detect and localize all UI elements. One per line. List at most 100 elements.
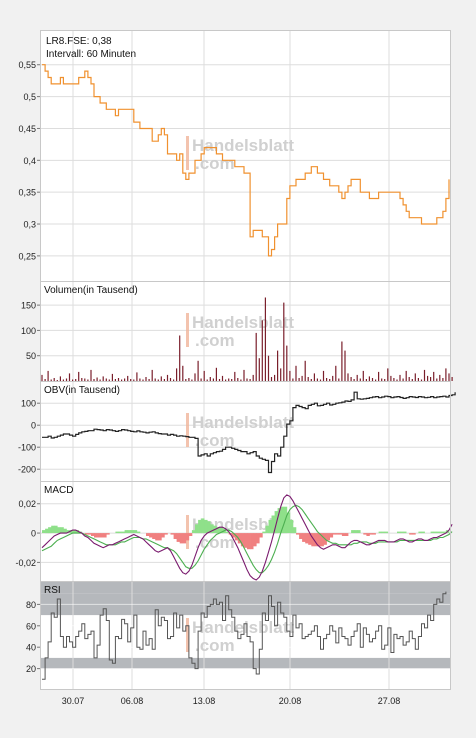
- watermark-bar: [186, 618, 189, 652]
- volume-bar: [350, 377, 352, 381]
- rsi-title: RSI: [44, 585, 61, 596]
- volume-bar: [414, 373, 416, 381]
- volume-bar: [430, 377, 432, 381]
- watermark-text: Handelsblatt: [192, 413, 294, 432]
- volume-bar: [173, 379, 175, 381]
- rsi-y-tick-label: 80: [26, 600, 36, 610]
- volume-bar: [203, 370, 205, 381]
- watermark-text: Handelsblatt: [192, 313, 294, 332]
- macd-hist-negative: [237, 533, 242, 544]
- volume-bar: [445, 368, 447, 381]
- macd-hist-negative: [244, 533, 248, 548]
- volume-bar: [451, 377, 453, 381]
- macd-hist-positive: [45, 528, 49, 534]
- obv-panel: [40, 381, 451, 481]
- macd-panel: [40, 481, 451, 581]
- volume-bar: [359, 378, 361, 381]
- volume-bar: [72, 379, 74, 381]
- x-tick-label: 30.07: [62, 696, 85, 706]
- volume-bar: [283, 302, 285, 381]
- volume-bar: [228, 378, 230, 381]
- watermark-text: .com: [195, 331, 235, 350]
- volume-title: Volumen(in Tausend): [44, 285, 138, 296]
- obv-series-line: [42, 391, 456, 474]
- volume-bar: [53, 378, 55, 381]
- rsi-y-tick-label: 20: [26, 664, 36, 674]
- macd-hist-negative: [296, 533, 300, 535]
- volume-bar: [249, 379, 251, 381]
- macd-hist-positive: [136, 531, 141, 534]
- watermark-text: .com: [195, 636, 235, 655]
- macd-hist-positive: [418, 531, 422, 534]
- rsi-series-line: [42, 591, 447, 680]
- macd-hist-positive: [397, 531, 401, 534]
- macd-hist-negative: [253, 533, 257, 547]
- x-tick-label: 27.08: [378, 696, 401, 706]
- macd-hist-positive: [439, 531, 444, 534]
- macd-hist-negative: [409, 533, 413, 535]
- volume-bar: [179, 335, 181, 381]
- volume-bar: [436, 378, 438, 381]
- volume-bar: [197, 360, 199, 381]
- macd-hist-positive: [204, 519, 208, 534]
- volume-bar: [160, 376, 162, 381]
- macd-hist-negative: [320, 533, 324, 547]
- macd-y-tick-label: 0,02: [18, 499, 36, 509]
- volume-bar: [399, 374, 401, 381]
- macd-hist-positive: [195, 524, 199, 534]
- macd-hist-positive: [381, 531, 386, 534]
- macd-hist-negative: [103, 533, 107, 538]
- watermark-bar: [186, 413, 189, 447]
- macd-hist-positive: [54, 525, 58, 533]
- volume-bar: [169, 378, 172, 381]
- volume-bar: [264, 297, 266, 381]
- volume-bar: [280, 368, 282, 381]
- watermark-bar: [186, 515, 189, 549]
- macd-title: MACD: [44, 485, 73, 496]
- macd-hist-negative: [305, 533, 309, 544]
- volume-bar: [258, 358, 260, 381]
- volume-bar: [368, 376, 370, 381]
- macd-hist-positive: [219, 527, 223, 534]
- macd-hist-negative: [185, 533, 190, 541]
- macd-hist-positive: [265, 525, 269, 533]
- macd-hist-positive: [124, 530, 128, 533]
- macd-hist-negative: [161, 533, 165, 538]
- macd-hist-negative: [256, 533, 260, 544]
- price-y-tick-label: 0,35: [18, 188, 36, 198]
- volume-bar: [142, 379, 144, 381]
- volume-bar: [56, 380, 58, 381]
- volume-bar: [124, 378, 126, 381]
- volume-bar: [182, 365, 184, 381]
- macd-hist-positive: [42, 530, 46, 533]
- volume-bar: [393, 378, 395, 381]
- volume-bar: [191, 379, 193, 381]
- macd-hist-positive: [115, 531, 119, 534]
- macd-hist-negative: [149, 533, 153, 538]
- volume-bar: [243, 369, 245, 381]
- macd-hist-negative: [182, 533, 187, 544]
- volume-bar: [341, 341, 343, 381]
- volume-bar: [396, 379, 398, 381]
- volume-bar: [417, 378, 419, 381]
- volume-bar: [423, 369, 426, 381]
- watermark-text: Handelsblatt: [192, 136, 294, 155]
- interval-label: Intervall: 60 Minuten: [46, 49, 136, 60]
- volume-bar: [307, 377, 309, 381]
- macd-hist-negative: [84, 533, 89, 535]
- macd-hist-positive: [442, 531, 447, 534]
- volume-bar: [225, 379, 227, 381]
- macd-hist-positive: [421, 531, 425, 534]
- watermark-text: Handelsblatt: [192, 618, 294, 637]
- volume-bar: [381, 378, 383, 381]
- volume-bar: [252, 374, 254, 381]
- volume-bar: [206, 379, 208, 381]
- volume-bar: [267, 355, 270, 381]
- volume-bar: [433, 371, 435, 381]
- volume-bar: [59, 376, 61, 381]
- volume-bar: [139, 378, 141, 381]
- macd-hist-negative: [329, 533, 334, 538]
- volume-panel: [40, 281, 451, 381]
